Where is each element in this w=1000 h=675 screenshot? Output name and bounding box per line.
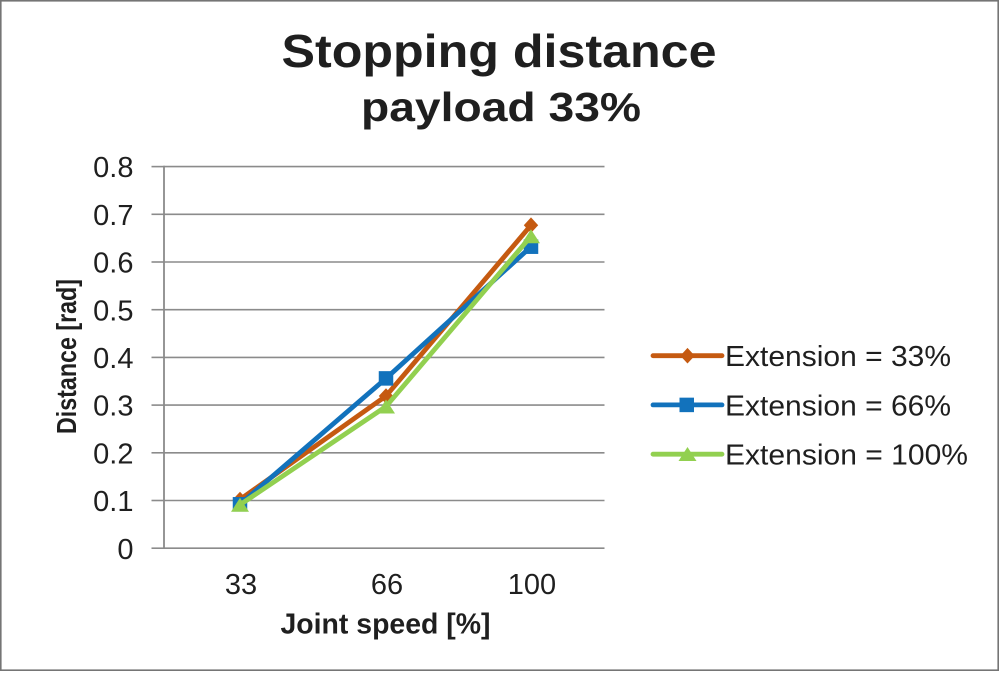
svg-text:0.5: 0.5 xyxy=(93,295,133,327)
svg-text:0.8: 0.8 xyxy=(93,152,133,184)
svg-text:0.3: 0.3 xyxy=(93,391,133,423)
svg-text:66: 66 xyxy=(371,569,403,601)
svg-text:33: 33 xyxy=(225,569,257,601)
svg-text:Extension = 33%: Extension = 33% xyxy=(725,341,951,373)
svg-text:0.2: 0.2 xyxy=(93,438,133,470)
svg-text:Stopping distance: Stopping distance xyxy=(282,25,717,77)
svg-text:0.1: 0.1 xyxy=(93,486,133,518)
svg-text:0.7: 0.7 xyxy=(93,200,133,232)
svg-text:payload 33%: payload 33% xyxy=(361,84,641,130)
svg-text:Distance [rad]: Distance [rad] xyxy=(51,279,82,434)
svg-text:0.4: 0.4 xyxy=(93,343,133,375)
svg-text:Extension = 100%: Extension = 100% xyxy=(725,440,968,472)
svg-text:0: 0 xyxy=(117,534,133,566)
svg-text:100: 100 xyxy=(508,569,556,601)
svg-text:0.6: 0.6 xyxy=(93,248,133,280)
svg-text:Joint speed [%]: Joint speed [%] xyxy=(281,609,491,641)
svg-text:Extension = 66%: Extension = 66% xyxy=(725,390,951,422)
